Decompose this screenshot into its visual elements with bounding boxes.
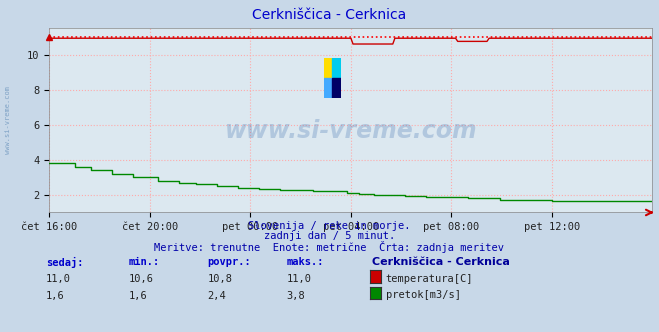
Bar [324, 58, 332, 78]
Text: povpr.:: povpr.: [208, 257, 251, 267]
Text: 10,8: 10,8 [208, 274, 233, 284]
Text: 1,6: 1,6 [46, 290, 65, 300]
Text: 11,0: 11,0 [287, 274, 312, 284]
Text: 11,0: 11,0 [46, 274, 71, 284]
Text: Cerkniščica - Cerknica: Cerkniščica - Cerknica [372, 257, 510, 267]
Bar [332, 58, 341, 78]
Text: Slovenija / reke in morje.: Slovenija / reke in morje. [248, 221, 411, 231]
Text: 10,6: 10,6 [129, 274, 154, 284]
Text: min.:: min.: [129, 257, 159, 267]
Bar [332, 78, 341, 98]
Text: 3,8: 3,8 [287, 290, 305, 300]
Text: 1,6: 1,6 [129, 290, 147, 300]
Text: zadnji dan / 5 minut.: zadnji dan / 5 minut. [264, 231, 395, 241]
Text: Cerkniščica - Cerknica: Cerkniščica - Cerknica [252, 8, 407, 22]
Text: www.si-vreme.com: www.si-vreme.com [225, 120, 477, 143]
Bar [324, 78, 332, 98]
Text: pretok[m3/s]: pretok[m3/s] [386, 290, 461, 300]
Text: www.si-vreme.com: www.si-vreme.com [5, 86, 11, 153]
Text: Meritve: trenutne  Enote: metrične  Črta: zadnja meritev: Meritve: trenutne Enote: metrične Črta: … [154, 241, 505, 253]
Text: maks.:: maks.: [287, 257, 324, 267]
Text: sedaj:: sedaj: [46, 257, 84, 268]
Text: 2,4: 2,4 [208, 290, 226, 300]
Text: temperatura[C]: temperatura[C] [386, 274, 473, 284]
